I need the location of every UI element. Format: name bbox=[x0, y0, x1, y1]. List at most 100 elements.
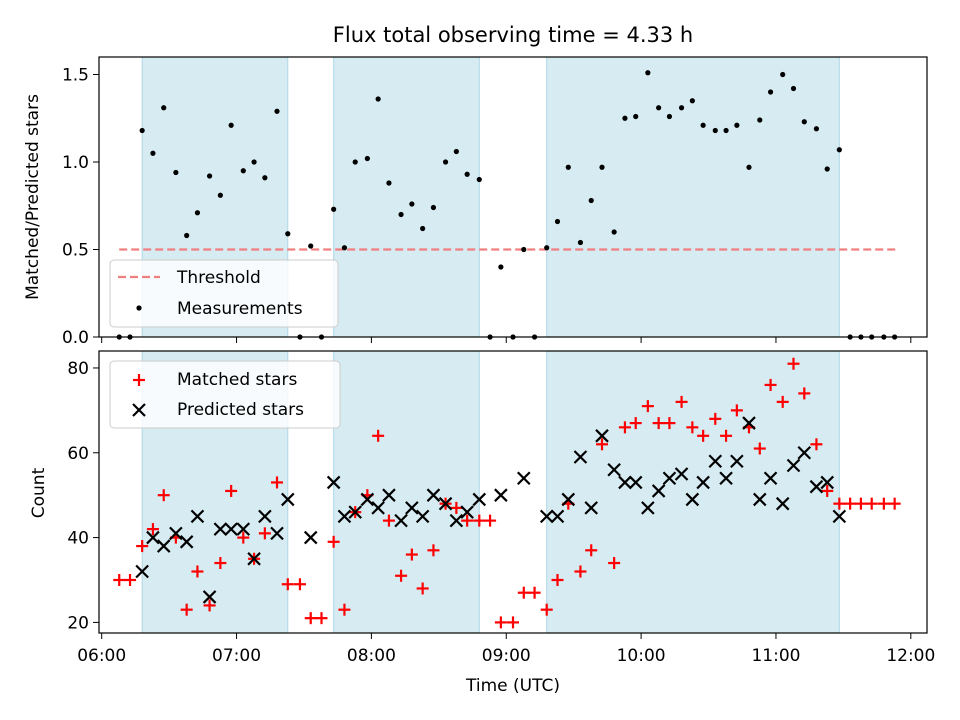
measurement-point bbox=[656, 105, 662, 111]
predicted-marker-b bbox=[607, 462, 621, 477]
measurement-point bbox=[476, 176, 482, 183]
measurement-point bbox=[622, 115, 628, 121]
predicted-marker-b bbox=[179, 535, 194, 549]
x-tick-label: 09:00 bbox=[482, 646, 531, 666]
predicted-marker-b bbox=[202, 590, 217, 604]
matched-star-marker bbox=[315, 612, 328, 625]
chart-title: Flux total observing time = 4.33 h bbox=[333, 23, 693, 47]
measurement-point bbox=[274, 108, 280, 114]
predicted-marker-b bbox=[573, 450, 588, 464]
measurement-point bbox=[577, 239, 584, 246]
matched-star-marker bbox=[225, 484, 238, 497]
x-tick-label: 07:00 bbox=[212, 646, 261, 666]
predicted-legend-label: Predicted stars bbox=[177, 400, 304, 420]
measurement-point bbox=[161, 105, 167, 111]
bottom-y-tick-label: 80 bbox=[67, 359, 89, 379]
measurement-point bbox=[824, 166, 830, 172]
matched-star-marker bbox=[877, 497, 890, 510]
x-axis-label: Time (UTC) bbox=[465, 676, 560, 696]
measurement-point bbox=[757, 117, 763, 123]
predicted-star-marker bbox=[674, 467, 689, 481]
predicted-marker-b bbox=[651, 484, 666, 498]
top-legend: Threshold Measurements bbox=[109, 259, 339, 328]
predicted-star-marker bbox=[460, 505, 474, 519]
measurements-legend-label: Measurements bbox=[177, 299, 303, 319]
predicted-marker-b bbox=[628, 475, 643, 490]
predicted-star-marker bbox=[708, 454, 723, 469]
predicted-star-marker bbox=[247, 552, 261, 566]
matched-star-marker bbox=[697, 429, 710, 442]
predicted-marker-b bbox=[303, 530, 318, 545]
predicted-star-marker bbox=[517, 471, 531, 485]
measurement-point bbox=[767, 89, 774, 95]
measurement-point bbox=[790, 85, 797, 92]
predicted-star-marker bbox=[775, 496, 790, 511]
bottom-shaded-intervals bbox=[141, 350, 840, 634]
predicted-marker-b bbox=[786, 458, 801, 473]
matched-star-marker bbox=[157, 489, 170, 502]
top-legend-box bbox=[109, 259, 339, 328]
matched-star-marker bbox=[844, 497, 857, 510]
predicted-marker-b bbox=[674, 467, 689, 481]
predicted-star-marker bbox=[270, 526, 284, 541]
measurement-point bbox=[139, 127, 145, 134]
predicted-star-marker bbox=[326, 475, 341, 490]
predicted-marker-b bbox=[753, 492, 767, 507]
measurement-point bbox=[836, 147, 842, 153]
shaded-interval-top bbox=[546, 56, 840, 338]
predicted-marker-b bbox=[247, 552, 261, 566]
predicted-star-marker bbox=[832, 509, 847, 524]
measurement-point bbox=[194, 210, 201, 216]
top-y-tick-label: 1.5 bbox=[62, 66, 89, 86]
predicted-marker-b bbox=[348, 505, 362, 519]
predicted-star-marker bbox=[169, 526, 183, 541]
predicted-star-markers bbox=[135, 416, 847, 604]
matched-star-marker bbox=[203, 599, 216, 612]
predicted-marker-b bbox=[719, 471, 733, 485]
predicted-star-marker bbox=[382, 488, 396, 502]
matched-star-marker bbox=[810, 438, 823, 451]
measurement-point bbox=[599, 164, 605, 170]
bottom-legend: Matched stars Predicted stars bbox=[109, 360, 341, 429]
predicted-marker-b bbox=[213, 522, 228, 536]
matched-star-marker bbox=[372, 429, 385, 442]
predicted-marker-b bbox=[472, 492, 487, 507]
measurement-point bbox=[430, 204, 437, 211]
bottom-plot-frame bbox=[98, 350, 928, 634]
matched-star-marker bbox=[382, 514, 395, 527]
measurement-point bbox=[801, 119, 807, 125]
predicted-star-marker bbox=[641, 501, 655, 515]
predicted-marker-b bbox=[281, 492, 295, 507]
predicted-marker-b bbox=[685, 492, 700, 507]
bottom-y-tick-label: 60 bbox=[67, 444, 89, 464]
measurement-point bbox=[386, 180, 392, 186]
matched-star-marker bbox=[585, 544, 598, 557]
measurement-point bbox=[521, 246, 527, 253]
matched-star-marker bbox=[833, 497, 846, 510]
matched-star-marker bbox=[146, 523, 159, 536]
measurement-point bbox=[409, 201, 415, 207]
predicted-marker-b bbox=[763, 471, 778, 485]
matched-star-marker bbox=[888, 497, 901, 510]
measurement-point bbox=[364, 155, 370, 162]
top-x-tick-marks bbox=[101, 337, 912, 343]
measurement-point bbox=[420, 225, 426, 232]
matched-star-marker bbox=[528, 586, 541, 599]
matched-star-marker bbox=[720, 429, 733, 442]
measurement-point bbox=[308, 243, 314, 249]
predicted-marker-b bbox=[382, 488, 396, 502]
x-tick-label: 12:00 bbox=[886, 646, 935, 666]
predicted-star-marker bbox=[337, 509, 352, 524]
measurement-point bbox=[565, 164, 571, 170]
top-y-tick-label: 1.0 bbox=[62, 153, 89, 173]
measurement-point bbox=[633, 113, 639, 120]
predicted-star-marker bbox=[595, 429, 609, 443]
predicted-star-marker bbox=[742, 416, 756, 430]
matched-star-marker bbox=[473, 514, 486, 527]
bottom-y-axis: 20 40 60 80 bbox=[67, 359, 99, 633]
measurement-point bbox=[734, 122, 740, 128]
predicted-star-marker bbox=[146, 530, 160, 545]
predicted-marker-b bbox=[809, 479, 824, 494]
predicted-star-marker bbox=[415, 509, 430, 524]
predicted-star-marker bbox=[360, 492, 375, 507]
